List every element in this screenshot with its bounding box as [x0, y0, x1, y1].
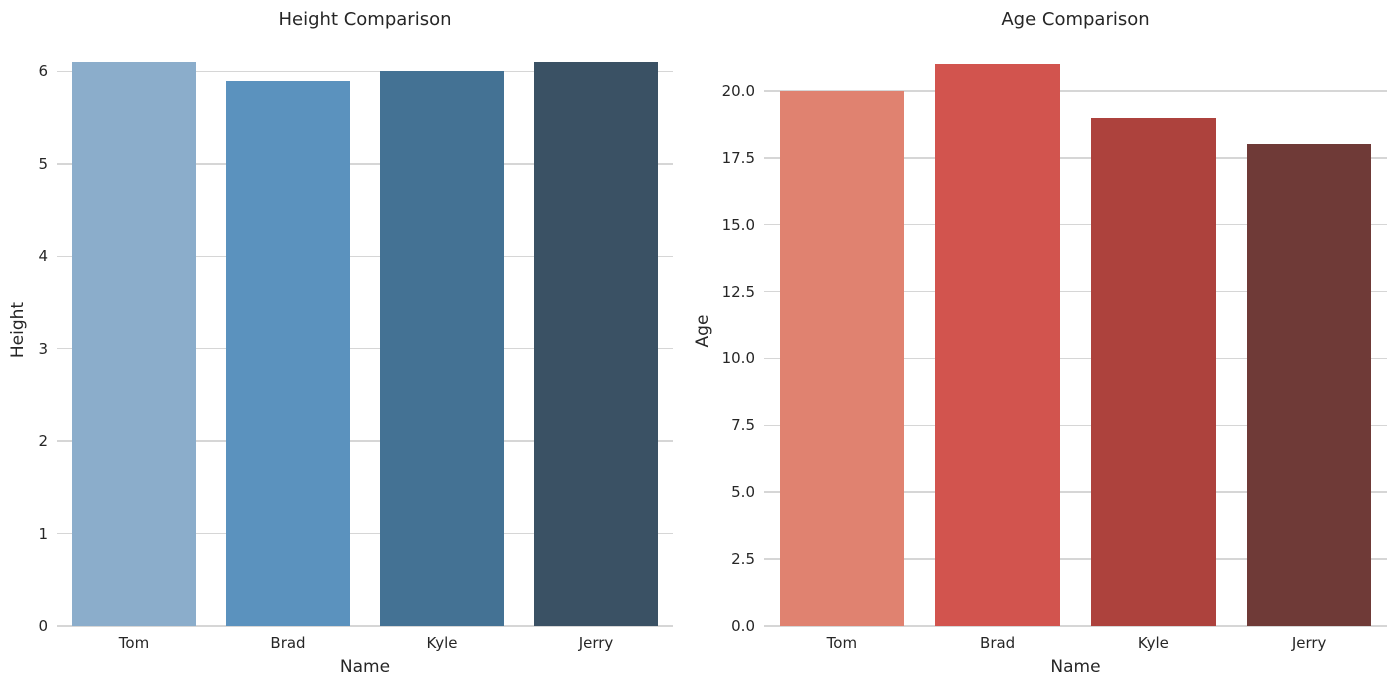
- gridline-y-17.5: [764, 157, 1387, 159]
- y-tick-label: 15.0: [721, 215, 755, 234]
- gridline-y-7.5: [764, 424, 1387, 427]
- x-tick-label-brad: Brad: [980, 634, 1016, 652]
- bar-tom-height: [72, 62, 196, 626]
- height-comparison-chart: Height Comparison Height Name 0 1 2 3 4 5 6 Tom…: [0, 0, 694, 690]
- x-tick-label-kyle: Kyle: [1137, 634, 1169, 652]
- gridline-y-2.5: [764, 558, 1387, 560]
- chart-title-age: Age Comparison: [1001, 9, 1150, 30]
- plot-area-height: Name 0 1 2 3 4 5 6 Tom Brad Kyle Jerry: [38, 34, 673, 677]
- x-tick-label-jerry: Jerry: [578, 634, 614, 652]
- bar-jerry-age: [1246, 144, 1372, 626]
- gridline-y-5.0: [764, 491, 1387, 493]
- gridline-y-10.0: [764, 357, 1387, 360]
- y-tick-label: 2.5: [731, 550, 755, 569]
- bar-tom-age: [779, 90, 905, 626]
- x-tick-label-tom: Tom: [118, 634, 150, 652]
- gridline-y-3: [57, 347, 673, 350]
- y-tick-label: 5.0: [731, 483, 755, 502]
- bar-brad-age: [935, 64, 1060, 626]
- plot-area-age: Name 0.0 2.5 5.0 7.5 10.0 12.5 15.0 17.5 20.0 Tom…: [722, 36, 1387, 677]
- bar-brad-height: [226, 80, 350, 626]
- y-tick-label: 5: [38, 154, 48, 173]
- y-tick-label: 17.5: [721, 148, 755, 167]
- y-tick-label: 0.0: [731, 617, 755, 635]
- chart-title-height: Height Comparison: [278, 9, 452, 30]
- x-tick-label-tom: Tom: [826, 634, 858, 652]
- x-tick-label-kyle: Kyle: [426, 634, 458, 652]
- y-tick-label: 6: [38, 62, 48, 81]
- gridline-y-12.5: [764, 290, 1387, 293]
- y-tick-label: 12.5: [721, 282, 755, 301]
- gridline-y-0: [57, 625, 673, 627]
- gridline-y-0.0: [764, 625, 1387, 627]
- gridline-y-5: [57, 163, 673, 165]
- gridline-y-4: [57, 255, 673, 258]
- y-tick-label: 10.0: [721, 349, 755, 368]
- y-tick-label: 20.0: [721, 81, 755, 100]
- y-tick-label: 7.5: [731, 416, 755, 435]
- y-tick-label: 0: [38, 617, 48, 635]
- y-tick-label: 3: [38, 339, 48, 358]
- gridline-y-1: [57, 532, 673, 535]
- y-axis-label-age: Age: [693, 314, 713, 348]
- gridline-y-6: [57, 70, 673, 73]
- age-comparison-chart: Age Comparison Age Name 0.0 2.5 5.0 7.5 10.0…: [693, 0, 1389, 690]
- bar-jerry-height: [534, 62, 658, 626]
- y-tick-label: 4: [38, 247, 48, 266]
- y-tick-label: 2: [38, 432, 48, 451]
- x-axis-label-name-right: Name: [1050, 657, 1101, 677]
- bar-kyle-height: [380, 71, 504, 626]
- gridline-y-20.0: [764, 90, 1387, 92]
- x-tick-label-jerry: Jerry: [1291, 634, 1327, 652]
- x-axis-label-name-left: Name: [339, 657, 391, 677]
- x-tick-label-brad: Brad: [270, 634, 306, 652]
- y-axis-label-height: Height: [8, 301, 28, 359]
- y-tick-label: 1: [38, 524, 48, 543]
- gridline-y-2: [57, 440, 673, 442]
- gridline-y-15.0: [764, 223, 1387, 226]
- bar-kyle-age: [1091, 117, 1216, 626]
